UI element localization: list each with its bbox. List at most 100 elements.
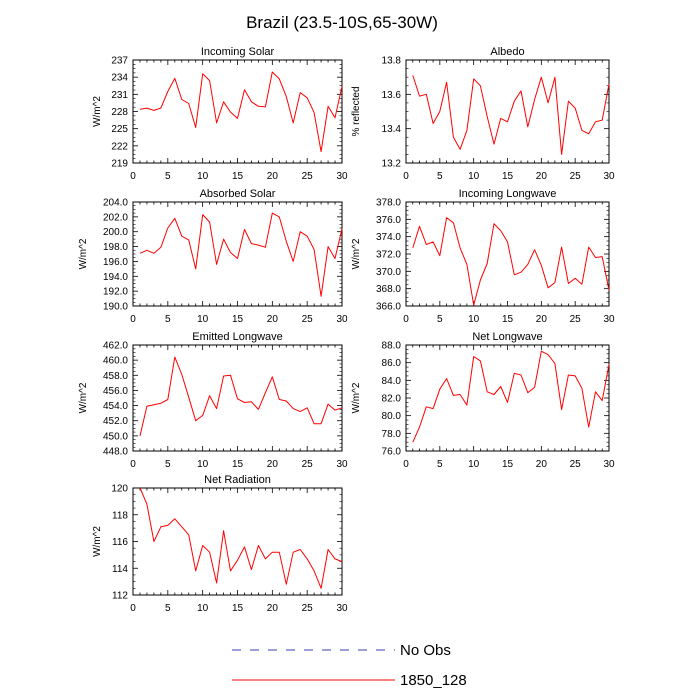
panel-title-albedo: Albedo [490, 46, 524, 58]
y-tick-label-absorbed-solar: 200.0 [103, 227, 128, 238]
panel-title-incoming-solar: Incoming Solar [201, 46, 275, 58]
x-tick-label-net-longwave: 10 [468, 459, 480, 470]
x-tick-label-incoming-solar: 30 [336, 171, 348, 182]
y-tick-label-incoming-solar: 222 [111, 141, 128, 152]
x-tick-label-incoming-longwave: 5 [437, 314, 443, 325]
x-tick-label-absorbed-solar: 20 [267, 314, 279, 325]
y-tick-label-net-radiation: 118 [112, 510, 128, 521]
x-tick-label-net-radiation: 30 [336, 603, 348, 614]
plot-frame-incoming-solar [132, 59, 343, 164]
x-tick-label-net-longwave: 30 [603, 459, 615, 470]
figure-title: Brazil (23.5-10S,65-30W) [246, 13, 438, 32]
x-tick-label-net-longwave: 5 [437, 459, 443, 470]
y-tick-label-albedo: 13.8 [382, 56, 402, 67]
y-tick-label-incoming-longwave: 378.0 [376, 198, 401, 209]
y-tick-label-net-radiation: 116 [112, 537, 128, 548]
x-tick-label-albedo: 0 [403, 171, 409, 182]
series-line-net-longwave [412, 350, 610, 443]
x-tick-label-absorbed-solar: 30 [336, 314, 348, 325]
x-tick-label-incoming-solar: 25 [302, 171, 314, 182]
panel-title-net-radiation: Net Radiation [204, 474, 271, 486]
y-tick-label-net-radiation: 112 [112, 591, 128, 602]
panel-emitted-longwave: Emitted Longwave 0 5 10 15 20 25 30 462.0 460.0 45… [78, 331, 348, 470]
x-tick-label-emitted-longwave: 30 [336, 459, 348, 470]
x-tick-label-net-longwave: 25 [570, 459, 582, 470]
x-tick-label-absorbed-solar: 15 [232, 314, 244, 325]
x-tick-label-albedo: 5 [437, 171, 443, 182]
y-axis-label-incoming-solar: W/m^2 [92, 96, 103, 127]
x-tick-label-net-radiation: 15 [232, 603, 244, 614]
y-tick-label-albedo: 13.2 [382, 159, 402, 170]
y-tick-label-incoming-longwave: 370.0 [376, 267, 401, 278]
x-tick-label-net-radiation: 20 [267, 603, 279, 614]
series-line-net-radiation [139, 487, 343, 589]
x-tick-label-absorbed-solar: 0 [130, 314, 136, 325]
y-tick-label-incoming-solar: 228 [111, 107, 128, 118]
legend-label-no-obs: No Obs [400, 642, 451, 659]
y-tick-label-incoming-longwave: 366.0 [376, 302, 401, 313]
x-tick-label-emitted-longwave: 15 [232, 459, 244, 470]
x-tick-label-net-longwave: 20 [536, 459, 548, 470]
y-tick-label-absorbed-solar: 204.0 [103, 198, 128, 209]
x-tick-label-albedo: 25 [570, 171, 582, 182]
panel-absorbed-solar: Absorbed Solar 0 5 10 15 20 25 30 204.0 202.0 200.… [78, 188, 348, 325]
series-line-albedo [412, 75, 610, 155]
x-tick-label-net-longwave: 15 [502, 459, 514, 470]
series-line-incoming-longwave [412, 217, 610, 306]
y-tick-label-emitted-longwave: 462.0 [103, 341, 128, 352]
y-axis-label-albedo: % reflected [351, 86, 362, 136]
plot-frame-absorbed-solar [132, 201, 343, 307]
x-tick-label-incoming-solar: 20 [267, 171, 279, 182]
panels: Incoming Solar 0 5 10 15 20 25 30 237 234 231 228 22… [78, 46, 615, 614]
y-tick-label-incoming-longwave: 374.0 [376, 232, 401, 243]
panel-title-net-longwave: Net Longwave [472, 331, 542, 343]
y-axis-label-net-radiation: W/m^2 [92, 526, 103, 557]
x-tick-label-albedo: 15 [502, 171, 514, 182]
x-tick-label-incoming-longwave: 0 [403, 314, 409, 325]
y-tick-label-absorbed-solar: 190.0 [103, 302, 128, 313]
x-tick-label-emitted-longwave: 25 [302, 459, 314, 470]
x-tick-label-incoming-longwave: 10 [468, 314, 480, 325]
x-tick-label-albedo: 30 [603, 171, 615, 182]
y-tick-label-net-longwave: 82.0 [382, 394, 402, 405]
panel-net-longwave: Net Longwave 0 5 10 15 20 25 30 88.0 86.0 84.0 82.0… [351, 331, 615, 470]
y-tick-label-net-radiation: 120 [111, 484, 128, 495]
x-tick-label-net-radiation: 0 [130, 603, 136, 614]
y-tick-label-net-longwave: 78.0 [382, 429, 402, 440]
legend-label-1850-128: 1850_128 [400, 672, 467, 689]
x-tick-label-incoming-solar: 10 [197, 171, 209, 182]
y-tick-label-albedo: 13.6 [382, 90, 402, 101]
x-tick-label-incoming-solar: 15 [232, 171, 244, 182]
y-tick-label-net-longwave: 86.0 [382, 358, 402, 369]
y-tick-label-net-longwave: 80.0 [382, 411, 402, 422]
plot-frame-net-radiation [132, 487, 343, 596]
x-tick-label-net-longwave: 0 [403, 459, 409, 470]
y-tick-label-net-longwave: 88.0 [382, 341, 402, 352]
panel-title-incoming-longwave: Incoming Longwave [459, 188, 557, 200]
series-line-emitted-longwave [139, 356, 343, 437]
x-tick-label-absorbed-solar: 5 [165, 314, 171, 325]
y-tick-label-net-longwave: 76.0 [382, 447, 402, 458]
panel-incoming-solar: Incoming Solar 0 5 10 15 20 25 30 237 234 231 228 22… [92, 46, 348, 182]
y-tick-label-absorbed-solar: 198.0 [103, 242, 128, 253]
x-tick-label-emitted-longwave: 10 [197, 459, 209, 470]
x-tick-label-emitted-longwave: 5 [165, 459, 171, 470]
x-tick-label-incoming-longwave: 20 [536, 314, 548, 325]
panel-title-absorbed-solar: Absorbed Solar [200, 188, 276, 200]
y-tick-label-emitted-longwave: 452.0 [103, 416, 128, 427]
x-tick-label-emitted-longwave: 20 [267, 459, 279, 470]
y-tick-label-net-radiation: 114 [112, 564, 128, 575]
y-tick-label-absorbed-solar: 194.0 [103, 272, 128, 283]
y-tick-label-emitted-longwave: 448.0 [103, 447, 128, 458]
y-tick-label-absorbed-solar: 192.0 [103, 287, 128, 298]
panel-title-emitted-longwave: Emitted Longwave [192, 331, 283, 343]
panel-incoming-longwave: Incoming Longwave 0 5 10 15 20 25 30 378.0 376.0 3… [351, 188, 615, 325]
y-tick-label-incoming-longwave: 368.0 [376, 284, 401, 295]
y-tick-label-emitted-longwave: 454.0 [103, 401, 128, 412]
x-tick-label-absorbed-solar: 10 [197, 314, 209, 325]
y-axis-label-emitted-longwave: W/m^2 [78, 382, 89, 413]
y-tick-label-emitted-longwave: 456.0 [103, 386, 128, 397]
y-tick-label-incoming-solar: 231 [111, 90, 128, 101]
x-tick-label-emitted-longwave: 0 [130, 459, 136, 470]
